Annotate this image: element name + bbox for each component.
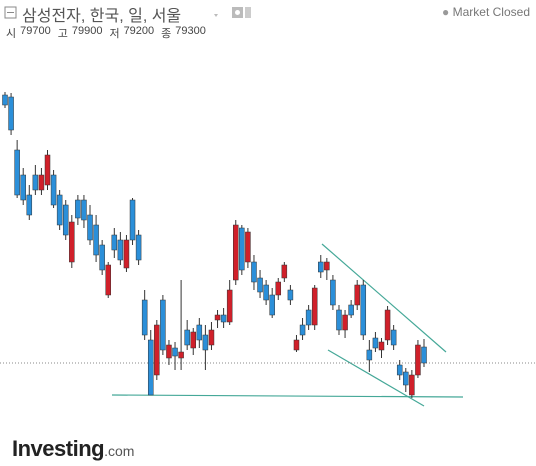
collapse-icon[interactable] bbox=[4, 6, 18, 20]
candle-body bbox=[233, 224, 239, 281]
ohlc-value: 79200 bbox=[123, 25, 155, 37]
market-status: ● Market Closed bbox=[442, 5, 530, 19]
candle-body bbox=[311, 287, 318, 326]
candle-body bbox=[38, 174, 45, 191]
candle-body bbox=[8, 96, 14, 131]
candle-body bbox=[403, 371, 409, 386]
candle-body bbox=[190, 331, 196, 349]
candle-body bbox=[105, 264, 111, 296]
ohlc-value: 79700 bbox=[20, 25, 51, 37]
candle-body bbox=[14, 149, 20, 196]
ohlc-value: 79300 bbox=[175, 25, 206, 37]
support-line bbox=[111, 394, 464, 398]
trend-line bbox=[321, 243, 447, 353]
candle-body bbox=[166, 344, 172, 359]
logo: Investing.com bbox=[12, 436, 134, 462]
candle-body bbox=[178, 351, 184, 359]
candle-body bbox=[117, 239, 124, 261]
candle-body bbox=[44, 154, 51, 186]
candle-body bbox=[123, 239, 130, 269]
candle-body bbox=[330, 279, 336, 306]
candle-body bbox=[160, 299, 166, 351]
candle-body bbox=[299, 324, 306, 336]
candle-body bbox=[281, 264, 288, 279]
candle-body bbox=[147, 339, 154, 396]
candle-body bbox=[245, 231, 251, 263]
candle-body bbox=[263, 284, 269, 301]
candle-body bbox=[421, 346, 427, 364]
candle-body bbox=[324, 261, 330, 271]
candle-body bbox=[396, 364, 403, 376]
candle-body bbox=[239, 227, 245, 271]
ohlc-label: 종 bbox=[161, 28, 172, 40]
chart-title: 삼성전자, 한국, 일, 서울 bbox=[22, 8, 182, 25]
candle-body bbox=[202, 334, 209, 351]
candle-body bbox=[318, 261, 324, 273]
candle-body bbox=[257, 277, 263, 293]
status-text: Market Closed bbox=[452, 5, 530, 19]
candle-body bbox=[75, 199, 81, 219]
candle-body bbox=[251, 261, 257, 283]
candle-body bbox=[409, 374, 415, 396]
candle-body bbox=[184, 329, 190, 346]
candle-body bbox=[208, 329, 215, 346]
candle-body bbox=[287, 289, 294, 301]
candle-body bbox=[129, 199, 136, 241]
candle-body bbox=[214, 314, 221, 321]
candle-body bbox=[50, 174, 57, 206]
ohlc-header: 시 79700 고 79900 저 79200 종 79300 bbox=[6, 25, 209, 41]
ohlc-label: 저 bbox=[109, 28, 120, 40]
logo-suffix: .com bbox=[104, 443, 135, 459]
candle-body bbox=[275, 281, 282, 296]
candle-body bbox=[172, 347, 178, 357]
candle-body bbox=[111, 234, 118, 251]
candle-body bbox=[378, 341, 385, 351]
candle-body bbox=[415, 344, 421, 376]
candle-body bbox=[384, 309, 391, 341]
logo-brand: Investing bbox=[12, 436, 105, 461]
candle-body bbox=[226, 289, 233, 323]
candle-body bbox=[62, 204, 69, 236]
candle-body bbox=[26, 194, 33, 216]
candle-body bbox=[366, 349, 373, 361]
candle-body bbox=[69, 221, 75, 263]
candle-body bbox=[56, 194, 63, 226]
candle-body bbox=[269, 294, 275, 316]
candle-body bbox=[360, 284, 367, 336]
candle-body bbox=[93, 224, 99, 256]
candle-body bbox=[2, 94, 8, 106]
candle-body bbox=[305, 309, 312, 326]
ohlc-value: 79900 bbox=[71, 25, 103, 37]
candle-body bbox=[293, 339, 300, 351]
candle-body bbox=[141, 299, 148, 336]
settings-icons[interactable] bbox=[212, 6, 252, 20]
candle-body bbox=[336, 309, 342, 331]
candle-body bbox=[87, 214, 93, 241]
candle-body bbox=[81, 199, 87, 221]
candle-body bbox=[135, 234, 142, 261]
candle-body bbox=[99, 244, 105, 271]
candle-body bbox=[32, 174, 39, 191]
ohlc-label: 고 bbox=[57, 28, 68, 40]
candle-body bbox=[342, 314, 348, 331]
candle-body bbox=[154, 324, 160, 376]
candle-body bbox=[372, 337, 379, 349]
ohlc-label: 시 bbox=[6, 28, 17, 40]
candle-body bbox=[354, 284, 360, 306]
candle-body bbox=[220, 314, 227, 323]
candle-body bbox=[348, 304, 354, 316]
candle-body bbox=[20, 174, 26, 201]
candle-body bbox=[196, 324, 203, 341]
candle-body bbox=[390, 329, 397, 346]
